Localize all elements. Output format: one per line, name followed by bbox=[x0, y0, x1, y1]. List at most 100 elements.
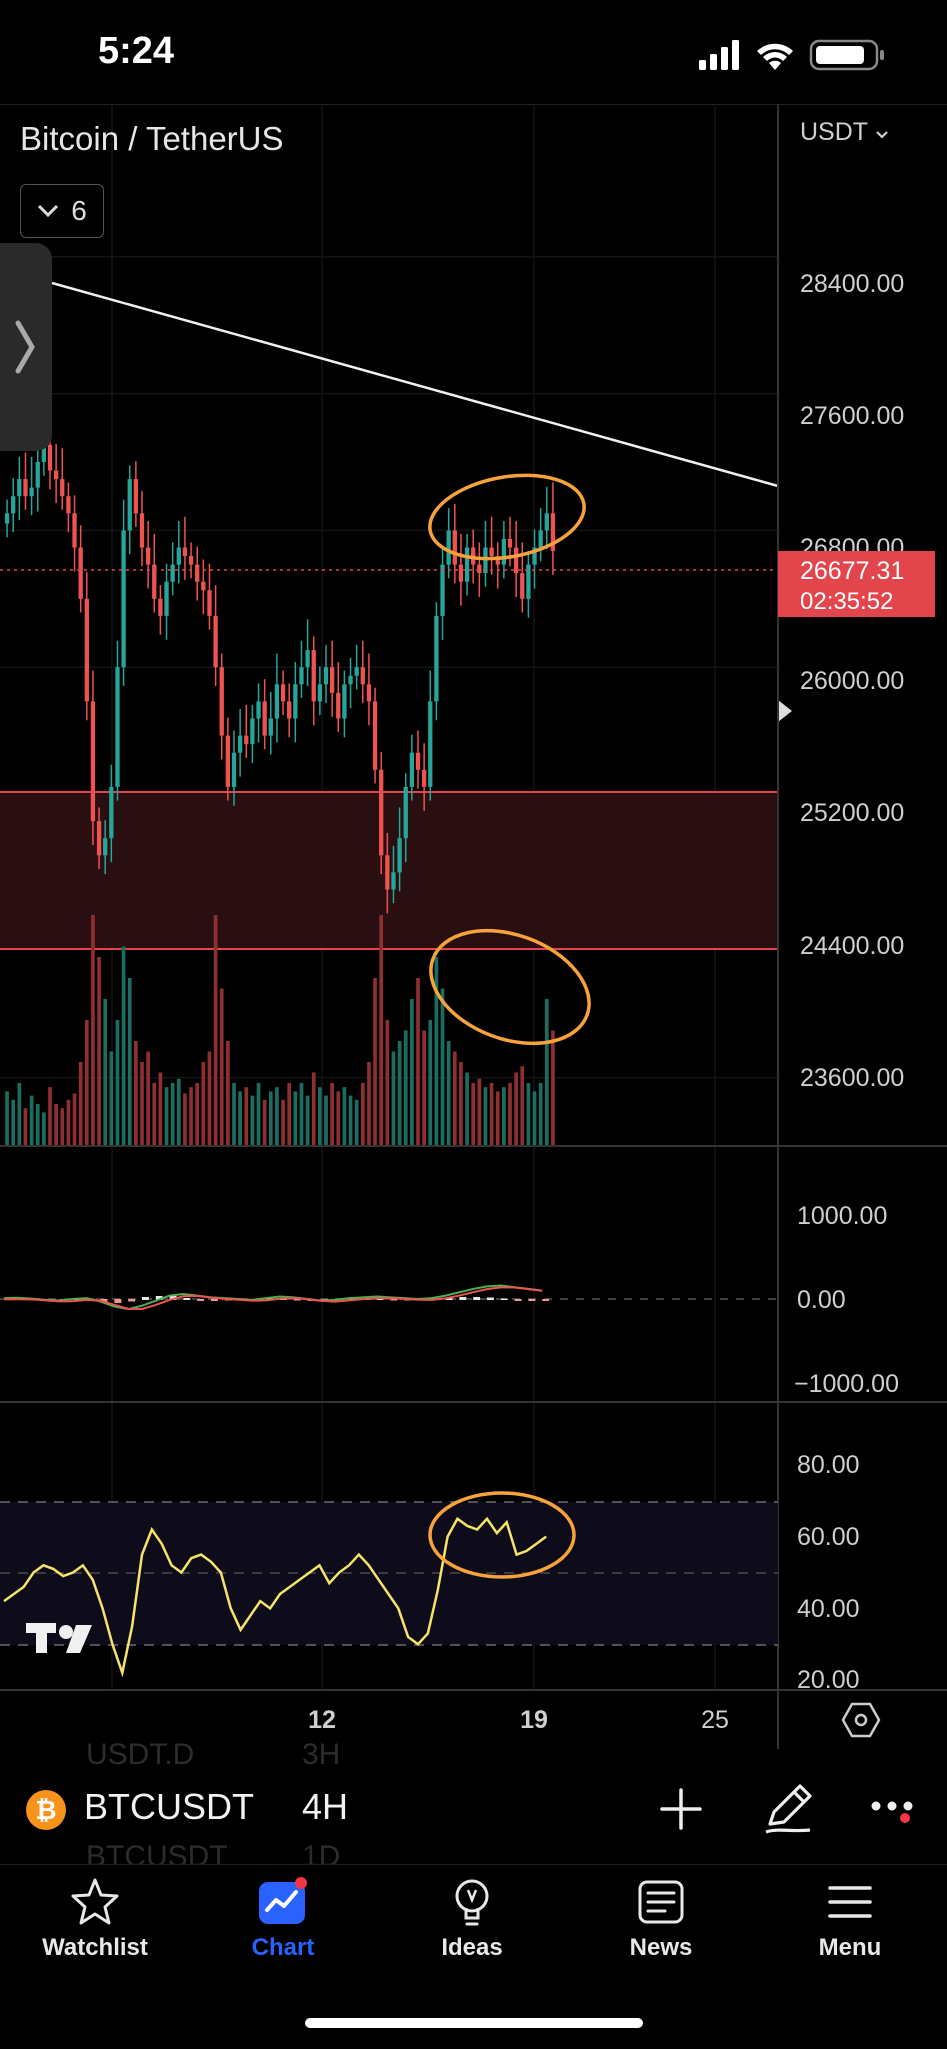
volume-bar bbox=[134, 1041, 138, 1146]
pencil-icon bbox=[765, 1784, 812, 1834]
macd-histogram-bar bbox=[500, 1298, 508, 1300]
candle-body bbox=[538, 530, 543, 548]
volume-bar bbox=[213, 915, 218, 1146]
candle-body bbox=[452, 530, 457, 565]
volume-bar bbox=[459, 1062, 463, 1146]
chart-canvas[interactable]: 28400.00 27600.00 26800.00 26000.00 2520… bbox=[0, 104, 947, 1749]
candle-body bbox=[35, 462, 40, 488]
time-label: 12 bbox=[308, 1706, 336, 1734]
candle-body bbox=[145, 547, 151, 565]
macd-indicator bbox=[3, 1284, 550, 1311]
candle-body bbox=[53, 470, 59, 480]
volume-bar bbox=[391, 1051, 396, 1146]
volume-bar bbox=[348, 1095, 353, 1146]
price-scroll-arrow bbox=[778, 700, 792, 722]
candle-body bbox=[23, 479, 28, 497]
side-panel-handle[interactable] bbox=[0, 243, 52, 451]
prev-symbol-ghost: USDT.D bbox=[86, 1738, 195, 1771]
price-label: 27600.00 bbox=[800, 402, 904, 430]
volume-bar bbox=[342, 1087, 347, 1146]
volume-bar bbox=[305, 1095, 310, 1146]
tab-chart[interactable]: Chart bbox=[208, 1876, 358, 1962]
candle-body bbox=[329, 667, 335, 693]
volume-bar bbox=[54, 1104, 58, 1146]
volume-bar bbox=[410, 999, 414, 1146]
rsi-label: 80.00 bbox=[797, 1451, 860, 1479]
candle-body bbox=[532, 547, 537, 565]
currency-select[interactable]: USDT bbox=[800, 118, 889, 147]
indicator-toggle-button[interactable]: 6 bbox=[20, 184, 104, 238]
candle-body bbox=[458, 564, 464, 582]
volume-bar bbox=[360, 1083, 365, 1146]
current-price-tag: 26677.31 02:35:52 bbox=[778, 551, 935, 617]
rsi-line bbox=[3, 1516, 547, 1678]
rsi-label: 40.00 bbox=[797, 1595, 860, 1623]
tab-label: Ideas bbox=[441, 1934, 503, 1961]
volume-bar bbox=[23, 1108, 28, 1146]
macd-histogram-bar bbox=[100, 1299, 108, 1303]
pair-title[interactable]: Bitcoin / TetherUS bbox=[20, 120, 284, 157]
macd-label: −1000.00 bbox=[794, 1370, 899, 1398]
symbol-selector[interactable]: BTCUSDT bbox=[84, 1786, 254, 1827]
candle-body bbox=[47, 444, 53, 471]
volume-bar bbox=[256, 1083, 261, 1146]
volume-bar bbox=[495, 1091, 500, 1146]
volume-bar bbox=[109, 1051, 114, 1146]
volume-bar bbox=[465, 1072, 469, 1146]
candle-body bbox=[550, 513, 556, 551]
volume-bar bbox=[483, 1087, 488, 1146]
candle-body bbox=[507, 538, 513, 548]
interval-selector[interactable]: 4H bbox=[302, 1786, 349, 1827]
volume-bar bbox=[97, 957, 101, 1146]
volume-bar bbox=[538, 1083, 543, 1146]
candlesticks bbox=[4, 422, 556, 914]
tab-menu[interactable]: Menu bbox=[775, 1876, 925, 1962]
bitcoin-icon: ₿ bbox=[26, 1790, 66, 1830]
volume-bar bbox=[170, 1083, 175, 1146]
candle-body bbox=[78, 547, 83, 599]
volume-bar bbox=[189, 1087, 193, 1146]
macd-histogram-bar bbox=[459, 1296, 467, 1300]
candle-body bbox=[225, 735, 231, 787]
indicator-count: 6 bbox=[71, 195, 87, 226]
volume-bar bbox=[526, 1083, 531, 1146]
tab-watchlist[interactable]: Watchlist bbox=[20, 1876, 170, 1962]
macd-histogram-bar bbox=[390, 1299, 398, 1301]
chart-settings-icon[interactable] bbox=[841, 1702, 881, 1738]
macd-histogram-bar bbox=[155, 1295, 163, 1300]
volume-bar bbox=[115, 1020, 120, 1146]
candle-body bbox=[513, 547, 519, 574]
tab-news[interactable]: News bbox=[586, 1876, 736, 1962]
drawing-tools-button[interactable] bbox=[762, 1780, 818, 1836]
wifi-icon bbox=[757, 43, 793, 70]
add-indicator-button[interactable] bbox=[656, 1784, 706, 1834]
macd-histogram-bar bbox=[142, 1296, 149, 1300]
volume-bar bbox=[78, 1062, 83, 1146]
candle-body bbox=[366, 684, 372, 702]
volume-bar bbox=[471, 1083, 476, 1146]
candle-body bbox=[72, 513, 77, 548]
time-label: 19 bbox=[520, 1706, 548, 1734]
volume-bar bbox=[29, 1095, 34, 1146]
candle-body bbox=[526, 564, 531, 599]
volume-bar bbox=[434, 957, 439, 1146]
more-options-button[interactable] bbox=[870, 1794, 920, 1824]
tab-ideas[interactable]: Ideas bbox=[397, 1876, 547, 1962]
more-dots-icon bbox=[871, 1801, 913, 1823]
volume-bar bbox=[428, 1020, 433, 1146]
volume-bar bbox=[195, 1083, 200, 1146]
macd-histogram-bar bbox=[473, 1296, 481, 1300]
price-label: 26000.00 bbox=[800, 667, 904, 695]
status-time: 5:24 bbox=[98, 30, 175, 72]
rsi-label: 20.00 bbox=[797, 1666, 860, 1694]
volume-bar bbox=[336, 1091, 341, 1146]
macd-histogram-bar bbox=[183, 1297, 191, 1300]
candle-body bbox=[428, 701, 433, 787]
volume-bar bbox=[42, 1112, 46, 1146]
candle-body bbox=[262, 701, 267, 736]
candle-body bbox=[103, 838, 108, 856]
candle-body bbox=[446, 530, 451, 565]
candle-body bbox=[121, 530, 126, 668]
prev-interval-ghost: 3H bbox=[302, 1738, 341, 1771]
candle-body bbox=[280, 684, 286, 702]
